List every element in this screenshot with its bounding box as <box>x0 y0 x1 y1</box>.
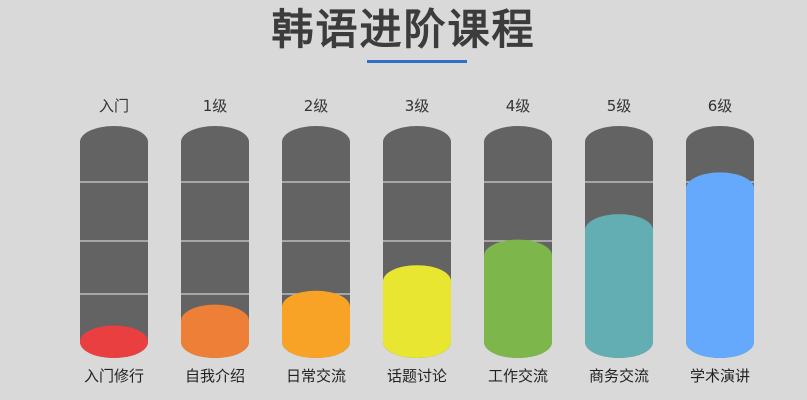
course-label: 商务交流 <box>588 367 649 385</box>
tube-graphic <box>585 126 653 358</box>
level-column: 4级 工作交流 <box>484 96 552 396</box>
progress-tube <box>383 126 451 358</box>
title-underline <box>367 60 467 63</box>
progress-tube <box>585 126 653 358</box>
tube-fill <box>282 290 350 358</box>
tube-graphic <box>686 126 754 358</box>
level-column: 2级 日常交流 <box>282 96 350 396</box>
level-label: 入门 <box>98 97 129 115</box>
level-column: 1级 自我介绍 <box>181 96 249 396</box>
level-label: 5级 <box>606 97 632 115</box>
course-label: 日常交流 <box>285 367 346 385</box>
level-column: 5级 商务交流 <box>585 96 653 396</box>
tube-graphic <box>484 126 552 358</box>
progress-tube <box>181 126 249 358</box>
level-label: 2级 <box>303 97 329 115</box>
tube-body <box>80 126 148 358</box>
course-label: 自我介绍 <box>184 367 245 385</box>
tube-graphic <box>282 126 350 358</box>
tube-fill <box>686 172 754 358</box>
tube-graphic <box>383 126 451 358</box>
tube-fill <box>383 265 451 358</box>
level-label: 6级 <box>707 97 733 115</box>
level-column: 3级 话题讨论 <box>383 96 451 396</box>
progress-tube <box>282 126 350 358</box>
tube-fill <box>181 304 249 358</box>
level-column: 6级 学术演讲 <box>686 96 754 396</box>
tube-graphic <box>80 126 148 358</box>
level-label: 3级 <box>404 97 430 115</box>
course-label: 工作交流 <box>487 367 548 385</box>
course-label: 入门修行 <box>83 367 144 385</box>
tube-fill <box>484 239 552 358</box>
tube-graphic <box>181 126 249 358</box>
tube-fill <box>80 325 148 358</box>
level-column: 入门 入门修行 <box>80 96 148 396</box>
course-label: 话题讨论 <box>386 367 447 385</box>
tube-body <box>181 126 249 358</box>
page-title: 韩语进阶课程 <box>271 5 536 54</box>
progress-tube <box>484 126 552 358</box>
tube-fill <box>585 214 653 358</box>
progress-tube <box>686 126 754 358</box>
progress-tube <box>80 126 148 358</box>
course-label: 学术演讲 <box>689 367 750 385</box>
level-label: 1级 <box>202 97 228 115</box>
level-label: 4级 <box>505 97 531 115</box>
